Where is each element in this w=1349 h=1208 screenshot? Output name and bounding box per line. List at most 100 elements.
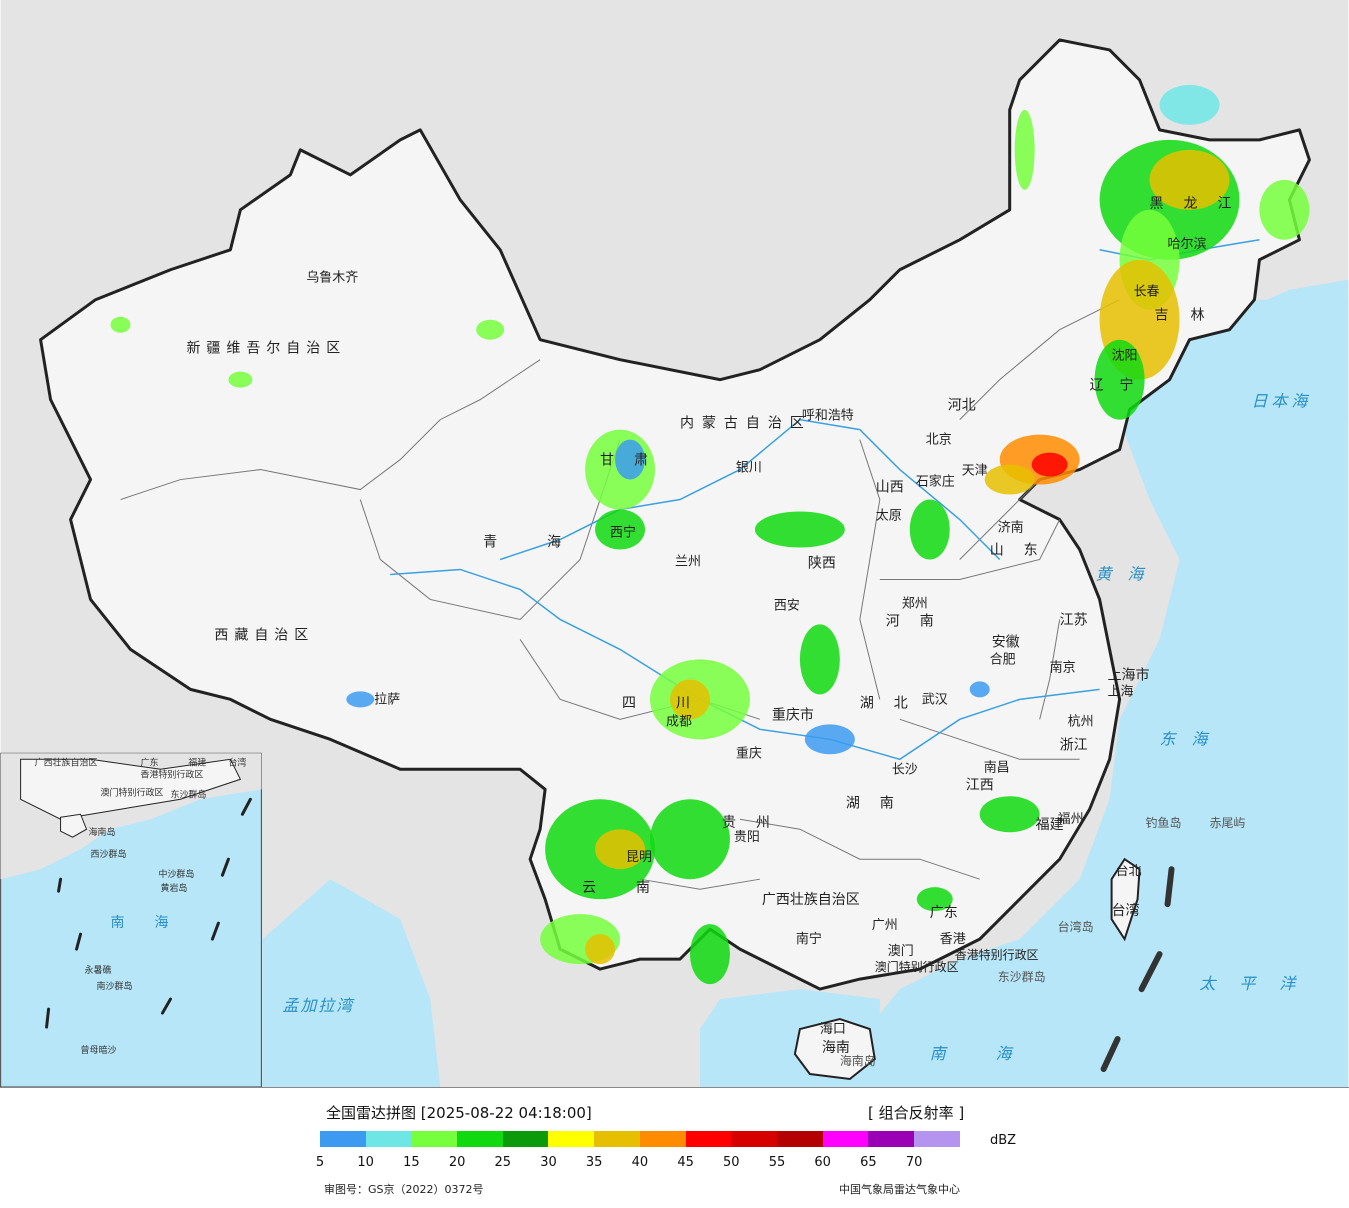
scale-swatch — [639, 1131, 686, 1147]
agency-credit: 中国气象局雷达气象中心 — [839, 1183, 960, 1196]
radar-echo — [916, 887, 953, 912]
svg-text:海口: 海口 — [820, 1022, 846, 1037]
radar-echo — [346, 691, 375, 708]
scale-swatch — [548, 1131, 595, 1147]
radar-echo — [979, 796, 1040, 833]
city-labels: 乌鲁木齐 哈尔滨 长春 沈阳 呼和浩特 北京 天津 石家庄 太原 济南 银川 西… — [306, 236, 1206, 1037]
radar-echo — [1159, 84, 1220, 125]
label-hunan: 湖南 — [846, 795, 914, 811]
radar-echo — [969, 681, 990, 698]
product-name: [ 组合反射率 ] — [868, 1104, 965, 1122]
svg-text:曾母暗沙: 曾母暗沙 — [81, 1044, 117, 1056]
label-neimenggu: 内蒙古自治区 — [680, 416, 812, 432]
scale-swatch — [822, 1131, 869, 1147]
scale-swatch — [776, 1131, 823, 1147]
legend-footer: 全国雷达拼图 [2025-08-22 04:18:00] [ 组合反射率 ] — [0, 1088, 1349, 1208]
scale-swatch — [457, 1131, 503, 1147]
scale-swatch — [365, 1131, 412, 1147]
svg-text:日本海: 日本海 — [1251, 392, 1311, 411]
label-hubei: 湖北 — [860, 695, 928, 711]
label-qinghai: 青海 — [483, 534, 611, 550]
scale-tick-label: 30 — [540, 1155, 557, 1170]
scale-tick-label: 15 — [403, 1155, 420, 1170]
label-heilongjiang: 黑龙江 — [1150, 196, 1252, 212]
svg-text:南宁: 南宁 — [796, 931, 822, 947]
label-guangxi: 广西壮族自治区 — [762, 892, 860, 908]
radar-echo — [650, 799, 730, 880]
svg-text:南沙群岛: 南沙群岛 — [97, 980, 133, 992]
label-hebei: 河北 — [948, 398, 976, 414]
scale-tick-label: 5 — [315, 1155, 325, 1170]
region-labels: 新疆维吾尔自治区 西藏自治区 青海 甘肃 内蒙古自治区 黑龙江 吉林 辽宁 河北… — [186, 196, 1252, 1056]
radar-echo — [1014, 109, 1035, 190]
svg-text:呼和浩特: 呼和浩特 — [802, 409, 854, 424]
label-taiwan: 台湾 — [1112, 902, 1140, 919]
scale-swatch — [731, 1131, 777, 1147]
radar-echo — [1031, 452, 1068, 477]
scale-tick-label: 45 — [677, 1155, 694, 1170]
svg-text:杭州: 杭州 — [1068, 714, 1094, 729]
svg-text:澳门特别行政区: 澳门特别行政区 — [101, 786, 164, 798]
label-shanghai: 上海市 — [1108, 666, 1150, 683]
svg-text:东海: 东海 — [1160, 729, 1224, 748]
scale-tick-label: 25 — [494, 1155, 512, 1170]
scale-swatch — [502, 1131, 549, 1147]
island-labels: 钓鱼岛 赤尾屿 台湾岛 东沙群岛 海南岛 — [840, 815, 1246, 1068]
south-china-sea-inset: 广西壮族自治区 广东 福建 台湾 香港特别行政区 澳门特别行政区 东沙群岛 海南… — [0, 752, 262, 1087]
label-macao-sar: 澳门特别行政区 — [875, 959, 959, 974]
label-shaanxi: 陕西 — [808, 555, 836, 571]
svg-text:昆明: 昆明 — [626, 850, 652, 865]
label-hainan: 海南 — [822, 1040, 850, 1056]
label-jilin: 吉林 — [1155, 308, 1227, 324]
label-guangdong: 广东 — [930, 905, 958, 921]
radar-echo — [595, 509, 646, 550]
radar-echo — [615, 439, 646, 480]
svg-text:钓鱼岛: 钓鱼岛 — [1146, 815, 1182, 830]
svg-text:永暑礁: 永暑礁 — [85, 964, 112, 976]
radar-echo — [689, 924, 730, 985]
scale-tick-label: 50 — [723, 1155, 740, 1170]
svg-text:福建: 福建 — [188, 756, 206, 768]
svg-text:中沙群岛: 中沙群岛 — [158, 868, 194, 880]
label-zhejiang: 浙江 — [1060, 737, 1088, 753]
radar-echo — [585, 934, 616, 965]
svg-text:长春: 长春 — [1134, 285, 1160, 300]
sea-japan — [1179, 299, 1349, 440]
svg-text:合肥: 合肥 — [990, 652, 1016, 667]
scale-tick-label: 35 — [585, 1155, 603, 1170]
svg-text:太原: 太原 — [876, 509, 902, 524]
scale-tick-label: 70 — [905, 1155, 923, 1170]
label-jiangxi: 江西 — [966, 777, 994, 793]
radar-echo — [984, 464, 1035, 495]
svg-text:天津: 天津 — [962, 464, 988, 479]
radar-echo — [1259, 179, 1310, 240]
radar-echo — [110, 316, 131, 333]
svg-text:成都: 成都 — [666, 714, 692, 729]
label-xinjiang: 新疆维吾尔自治区 — [186, 341, 346, 357]
scale-tick-label: 40 — [631, 1155, 649, 1170]
label-sichuan: 四川 — [622, 695, 730, 711]
svg-text:西宁: 西宁 — [610, 525, 636, 541]
label-xizang: 西藏自治区 — [214, 627, 314, 643]
label-jiangsu: 江苏 — [1060, 612, 1088, 628]
svg-text:孟加拉湾: 孟加拉湾 — [282, 996, 355, 1015]
svg-text:郑州: 郑州 — [902, 596, 928, 611]
taiwan-island — [1110, 857, 1141, 942]
svg-text:东沙群岛: 东沙群岛 — [170, 788, 206, 800]
scale-swatch — [411, 1131, 458, 1147]
svg-text:武汉: 武汉 — [922, 692, 948, 707]
svg-text:赤尾屿: 赤尾屿 — [1210, 816, 1246, 830]
approval-number: 审图号：GS京（2022）0372号 — [324, 1183, 484, 1196]
nine-dash-line — [1100, 866, 1175, 1073]
scale-tick-label: 10 — [357, 1155, 374, 1170]
svg-text:上海: 上海 — [1108, 684, 1134, 699]
label-anhui: 安徽 — [992, 634, 1020, 650]
svg-text:台北: 台北 — [1116, 864, 1142, 879]
label-guizhou: 贵州 — [722, 815, 790, 831]
svg-text:太平洋: 太平洋 — [1200, 974, 1320, 993]
radar-echo — [804, 724, 855, 755]
label-shandong: 山东 — [990, 542, 1058, 558]
svg-text:乌鲁木齐: 乌鲁木齐 — [306, 270, 358, 286]
svg-text:南昌: 南昌 — [984, 759, 1010, 775]
